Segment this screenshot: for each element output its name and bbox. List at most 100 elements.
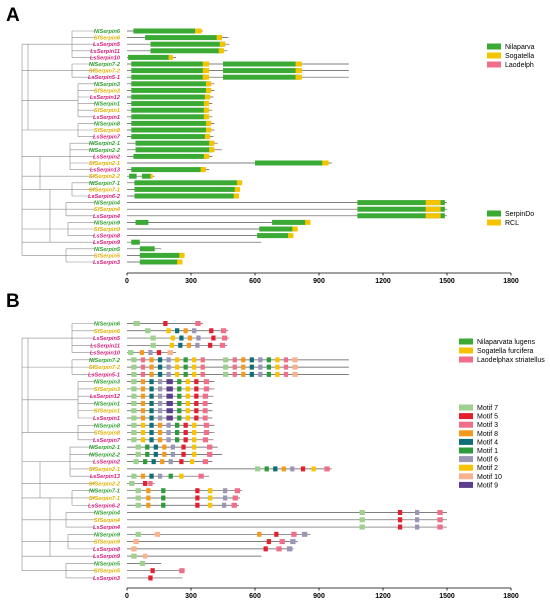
gene-row: LsSerpin3 (93, 259, 183, 266)
legend-label: Motif 4 (477, 439, 498, 446)
gene-label: SfSerpin1 (94, 409, 120, 415)
serpin-domain (131, 87, 210, 93)
gene-label: SfSerpin3 (94, 387, 121, 393)
motif-box (177, 379, 182, 385)
rcl-region (203, 107, 210, 113)
motif-box (145, 328, 151, 334)
motif-box (249, 357, 254, 363)
gene-label: SfSerpin4 (94, 518, 121, 524)
gene-label: SfSerpin7-1 (89, 187, 120, 193)
gene-row: NlSerpin7-2 (89, 61, 349, 68)
rcl-region (205, 127, 212, 133)
legend-entry: Motif 8 (459, 430, 498, 438)
serpin-domain (131, 61, 206, 67)
motif-box (415, 524, 420, 530)
motif-box (166, 393, 173, 399)
legend-swatch (459, 430, 473, 437)
rcl-region (295, 68, 302, 74)
motif-box (131, 415, 137, 421)
motif-box (287, 546, 293, 552)
rcl-region (202, 61, 210, 67)
serpin-domain (145, 35, 222, 41)
gene-label: LsSerpin1 (93, 416, 120, 422)
legend-entry: Laodelphax striatellus (459, 356, 545, 364)
gene-label: NlSerpin9 (94, 532, 121, 538)
gene-row: SfSerpin5 (94, 252, 185, 259)
gene-row: SfSerpin8 (94, 430, 215, 437)
motif-box (291, 531, 297, 537)
motif-box (149, 371, 154, 377)
gene-row: LsSerpin4 (93, 524, 447, 531)
motif-box (149, 408, 154, 414)
legend-entry: Motif 9 (459, 481, 498, 489)
motif-box (264, 466, 269, 472)
rcl-region (204, 94, 211, 100)
rcl-region (168, 54, 173, 60)
motif-box (146, 495, 151, 501)
serpin-domain (135, 147, 213, 153)
motif-box (202, 400, 208, 406)
gene-row: SfSerpin6 (94, 328, 229, 335)
panel-b-legend: Nilaparvata lugens Sogatella furcifera Lao… (459, 338, 545, 489)
serpin-domain (131, 107, 207, 113)
motif-box (223, 371, 229, 377)
gene-label: NlSerpin9 (94, 220, 121, 226)
motif-box (153, 451, 158, 457)
motif-box (135, 451, 141, 457)
motif-box (145, 444, 150, 450)
rcl-region (203, 153, 210, 159)
gene-row: NlSerpin2-2 (89, 451, 222, 458)
gene-label: LsSerpin2 (93, 460, 121, 466)
motif-box (194, 408, 199, 414)
motif-box (166, 379, 173, 385)
legend-swatch (459, 421, 473, 428)
serpin-domain (131, 127, 210, 133)
motif-box (266, 371, 271, 377)
motif-box (149, 400, 154, 406)
motif-box (192, 364, 197, 370)
serpin-domain (135, 140, 213, 146)
motif-box (195, 342, 200, 348)
motif-box (149, 364, 154, 370)
serpin-domain (135, 219, 149, 225)
motif-box (175, 357, 180, 363)
gene-label: SfSerpin6 (94, 329, 121, 335)
motif-box (140, 357, 146, 363)
motif-box (223, 495, 228, 501)
gene-label: LsSerpin11 (90, 49, 120, 55)
motif-box (177, 400, 182, 406)
motif-box (208, 488, 213, 494)
motif-box (166, 437, 171, 443)
motif-box (140, 430, 146, 436)
motif-box (175, 422, 180, 428)
gene-row: SfSerpin4 (94, 517, 447, 524)
axis-tick-label: 1500 (439, 593, 455, 600)
legend-swatch (487, 43, 501, 50)
motif-box (166, 371, 171, 377)
gene-label: SfSerpin5 (94, 253, 121, 259)
gene-row: SfSerpin7-1 (89, 495, 241, 502)
gene-row: LsSerpin2 (93, 153, 213, 160)
gene-label: LsSerpin9 (93, 240, 121, 246)
motif-box (139, 560, 146, 566)
legend-label: Motif 8 (477, 431, 498, 438)
motif-box (140, 415, 146, 421)
gene-row: SfSerpin7-2 (89, 364, 349, 371)
motif-box (149, 415, 154, 421)
motif-box (186, 342, 191, 348)
motif-box (131, 473, 137, 479)
gene-row: LsSerpin12 (90, 393, 214, 400)
motif-box (359, 517, 365, 523)
panel-a-tree (21, 30, 95, 263)
legend-swatch (459, 413, 473, 420)
motif-box (135, 488, 141, 494)
motif-box (140, 364, 146, 370)
motif-box (273, 466, 278, 472)
gene-row: NlSerpin5 (94, 246, 162, 253)
motif-box (170, 335, 175, 341)
motif-box (192, 430, 197, 436)
legend-label: Motif 2 (477, 465, 498, 472)
motif-box (195, 495, 200, 501)
motif-box (166, 408, 173, 414)
motif-box (192, 437, 197, 443)
